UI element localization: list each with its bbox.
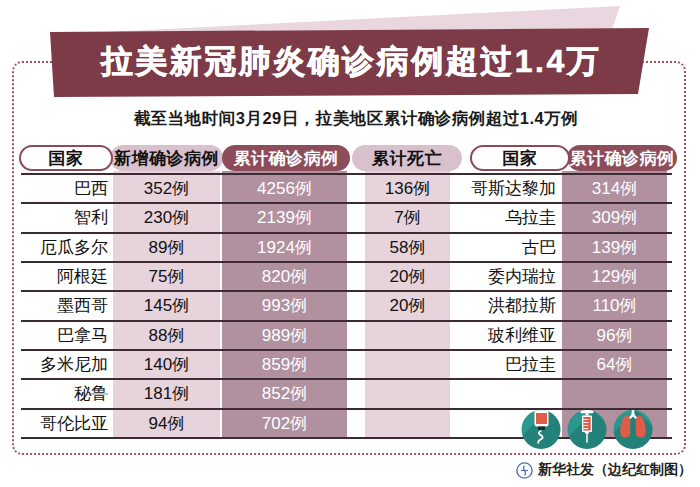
credit-text: 新华社发（边纪红制图）: [538, 461, 692, 479]
deaths-cell: 20例: [365, 292, 450, 319]
country-cell: 厄瓜多尔: [20, 234, 108, 261]
country-cell: 巴拉圭: [448, 351, 556, 378]
header-cumulative-left: 累计确诊病例: [222, 145, 350, 171]
new-cases-cell: 89例: [113, 234, 220, 261]
country-cell: 墨西哥: [20, 292, 108, 319]
new-cases-cell: 94例: [113, 410, 220, 437]
cumulative-cell: 2139例: [222, 204, 347, 231]
deaths-cell: 136例: [365, 175, 450, 202]
title-banner: 拉美新冠肺炎确诊病例超过1.4万: [50, 28, 650, 97]
header-country-left: 国家: [19, 145, 113, 171]
cumulative-cell: 314例: [562, 175, 667, 202]
country-cell: 秘鲁: [20, 380, 108, 407]
new-cases-cell: 88例: [113, 322, 220, 349]
deaths-cell: 20例: [365, 263, 450, 290]
deaths-cell: 58例: [365, 234, 450, 261]
cumulative-cell: 4256例: [222, 175, 347, 202]
cumulative-cell: 309例: [562, 204, 667, 231]
country-cell: 巴西: [20, 175, 108, 202]
cumulative-cell: 989例: [222, 322, 347, 349]
new-cases-cell: 352例: [113, 175, 220, 202]
header-country-right: 国家: [470, 145, 570, 171]
credit-line: 新华社发（边纪红制图）: [516, 461, 692, 479]
country-cell: 玻利维亚: [448, 322, 556, 349]
new-cases-cell: 140例: [113, 351, 220, 378]
country-cell: 阿根廷: [20, 263, 108, 290]
header-new-cases: 新增确诊病例: [110, 145, 223, 171]
country-cell: 古巴: [448, 234, 556, 261]
country-cell: 委内瑞拉: [448, 263, 556, 290]
country-cell: 巴拿马: [20, 322, 108, 349]
deaths-cell: 7例: [365, 204, 450, 231]
country-cell: 哥斯达黎加: [448, 175, 556, 202]
cumulative-cell: 1924例: [222, 234, 347, 261]
new-cases-cell: 145例: [113, 292, 220, 319]
new-cases-cell: 75例: [113, 263, 220, 290]
cumulative-cell: 96例: [562, 322, 667, 349]
cumulative-cell: 139例: [562, 234, 667, 261]
new-cases-cell: 181例: [113, 380, 220, 407]
cumulative-cell: 110例: [562, 292, 667, 319]
cumulative-cell: 702例: [222, 410, 347, 437]
cumulative-cell: 993例: [222, 292, 347, 319]
new-cases-cell: 230例: [113, 204, 220, 231]
subtitle: 截至当地时间3月29日，拉美地区累计确诊病例超过1.4万例: [0, 108, 700, 130]
cumulative-cell: 129例: [562, 263, 667, 290]
lungs-icon: [605, 409, 660, 454]
country-cell: 哥伦比亚: [20, 410, 108, 437]
cumulative-cell: 820例: [222, 263, 347, 290]
header-deaths: 累计死亡: [352, 145, 462, 171]
xinhua-logo: [516, 462, 533, 479]
country-cell: 智利: [20, 204, 108, 231]
medical-icons: [515, 407, 660, 454]
country-cell: 多米尼加: [20, 351, 108, 378]
cumulative-cell: 852例: [222, 380, 347, 407]
page-title: 拉美新冠肺炎确诊病例超过1.4万: [99, 40, 601, 86]
header-cumulative-right: 累计确诊病例: [567, 145, 677, 171]
cumulative-cell: 64例: [562, 351, 667, 378]
country-cell: 洪都拉斯: [448, 292, 556, 319]
country-cell: 乌拉圭: [448, 204, 556, 231]
cumulative-cell: 859例: [222, 351, 347, 378]
